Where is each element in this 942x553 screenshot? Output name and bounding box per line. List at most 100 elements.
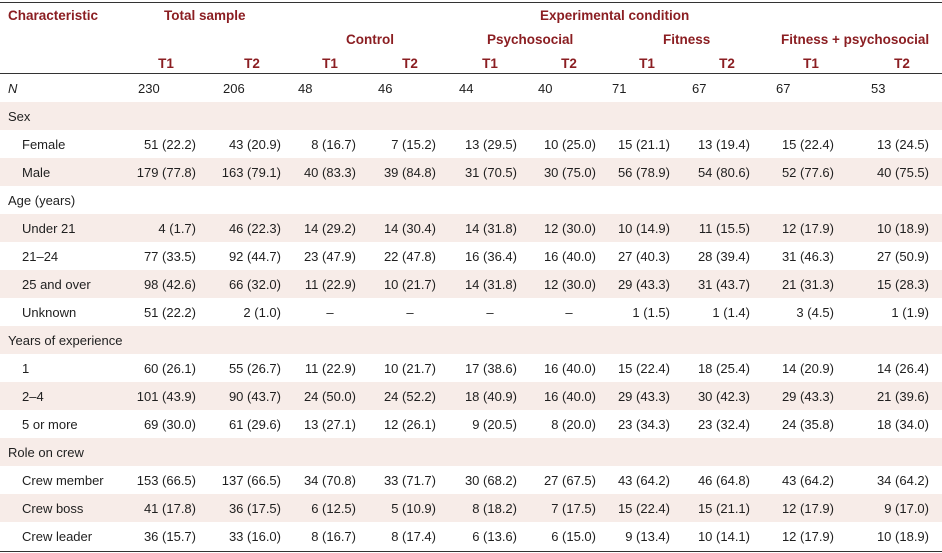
table-cell: 15 (22.4) — [781, 137, 834, 152]
section-heading: Sex — [8, 109, 31, 124]
section-heading: Role on crew — [8, 445, 84, 460]
table-cell: 3 (4.5) — [796, 305, 834, 320]
header-group-fitness: Fitness — [663, 32, 711, 47]
table-cell: 12 (17.9) — [781, 221, 834, 236]
table-cell: 30 (68.2) — [464, 473, 517, 488]
table-cell: 10 (25.0) — [543, 137, 596, 152]
header-characteristic: Characteristic — [8, 8, 99, 23]
table-cell: 43 (20.9) — [228, 137, 281, 152]
table-cell: 40 — [538, 81, 553, 96]
table-cell: 14 (31.8) — [464, 221, 517, 236]
table-cell: 61 (29.6) — [228, 417, 281, 432]
header-group-control: Control — [346, 32, 394, 47]
table-cell: 29 (43.3) — [781, 389, 834, 404]
table-cell: 4 (1.7) — [158, 221, 196, 236]
table-cell: 6 (13.6) — [472, 529, 517, 544]
table-cell: 10 (21.7) — [383, 361, 436, 376]
table-cell: 41 (17.8) — [143, 501, 196, 516]
table-cell: 36 (15.7) — [143, 529, 196, 544]
table-cell: 14 (31.8) — [464, 277, 517, 292]
header-time-t1: T1 — [803, 56, 819, 71]
row-label: Unknown — [22, 305, 77, 320]
table-cell: 13 (29.5) — [464, 137, 517, 152]
table-cell: 31 (70.5) — [464, 165, 517, 180]
table-cell: 12 (30.0) — [543, 221, 596, 236]
row-label: Male — [22, 165, 51, 180]
table-cell: 10 (18.9) — [876, 221, 929, 236]
table-cell: – — [406, 305, 414, 320]
row-band — [0, 158, 942, 186]
table-cell: 44 — [459, 81, 474, 96]
header-time-t1: T1 — [482, 56, 498, 71]
header-time-t2: T2 — [894, 56, 910, 71]
row-label: Crew member — [22, 473, 104, 488]
row-label: Under 21 — [22, 221, 76, 236]
table-cell: 137 (66.5) — [221, 473, 281, 488]
table-cell: 33 (71.7) — [383, 473, 436, 488]
table-cell: 10 (14.1) — [697, 529, 750, 544]
table-cell: 6 (12.5) — [311, 501, 356, 516]
table-cell: 15 (28.3) — [876, 277, 929, 292]
table-cell: 1 (1.5) — [632, 305, 670, 320]
table-cell: 11 (22.9) — [304, 277, 356, 292]
table-cell: 10 (21.7) — [383, 277, 436, 292]
table-cell: 8 (20.0) — [551, 417, 596, 432]
row-label: 21–24 — [22, 249, 59, 264]
table-cell: 55 (26.7) — [228, 361, 281, 376]
row-label: Female — [22, 137, 66, 152]
section-heading: Years of experience — [8, 333, 123, 348]
table-cell: 15 (22.4) — [617, 501, 670, 516]
header-rule — [0, 73, 942, 74]
table-cell: 10 (14.9) — [617, 221, 670, 236]
table-cell: 56 (78.9) — [617, 165, 670, 180]
table-cell: 8 (18.2) — [472, 501, 517, 516]
row-band — [0, 270, 942, 298]
table-cell: 16 (40.0) — [543, 361, 596, 376]
table-cell: 24 (35.8) — [781, 417, 834, 432]
table-cell: 67 — [692, 81, 707, 96]
table-cell: 52 (77.6) — [781, 165, 834, 180]
table-cell: 230 — [138, 81, 160, 96]
table-cell: 14 (29.2) — [303, 221, 356, 236]
table-cell: 27 (50.9) — [876, 249, 929, 264]
table-cell: 16 (40.0) — [543, 389, 596, 404]
table-cell: 7 (17.5) — [551, 501, 596, 516]
table-cell: 67 — [776, 81, 791, 96]
header-time-t1: T1 — [158, 56, 174, 71]
table-cell: 46 (64.8) — [697, 473, 750, 488]
table-cell: 18 (40.9) — [464, 389, 517, 404]
table-cell: 24 (52.2) — [383, 389, 436, 404]
header-total-sample: Total sample — [164, 8, 246, 23]
table-cell: 9 (17.0) — [884, 501, 929, 516]
table-cell: 11 (15.5) — [698, 221, 750, 236]
table-cell: 9 (20.5) — [472, 417, 517, 432]
table-cell: 27 (67.5) — [543, 473, 596, 488]
table-cell: 29 (43.3) — [617, 277, 670, 292]
table-cell: 1 (1.4) — [712, 305, 750, 320]
row-label: N — [8, 81, 18, 96]
table-cell: 2 (1.0) — [243, 305, 281, 320]
table-cell: 21 (39.6) — [876, 389, 929, 404]
table-cell: – — [565, 305, 573, 320]
table-cell: 29 (43.3) — [617, 389, 670, 404]
table-cell: 163 (79.1) — [221, 165, 281, 180]
row-band — [0, 102, 942, 130]
table-cell: 43 (64.2) — [781, 473, 834, 488]
table-cell: 15 (22.4) — [617, 361, 670, 376]
table-cell: 54 (80.6) — [697, 165, 750, 180]
table-cell: 13 (24.5) — [876, 137, 929, 152]
table-cell: – — [486, 305, 494, 320]
table-cell: 179 (77.8) — [136, 165, 196, 180]
table-cell: 34 (64.2) — [876, 473, 929, 488]
table-cell: 7 (15.2) — [391, 137, 436, 152]
header-group-fitness-psychosocial: Fitness + psychosocial — [781, 32, 930, 47]
header-time-t1: T1 — [639, 56, 655, 71]
row-label: 5 or more — [22, 417, 78, 432]
table-cell: 40 (83.3) — [303, 165, 356, 180]
section-heading: Age (years) — [8, 193, 76, 208]
table-cell: 21 (31.3) — [781, 277, 834, 292]
table-cell: 51 (22.2) — [143, 305, 196, 320]
table-cell: 69 (30.0) — [143, 417, 196, 432]
table-cell: 51 (22.2) — [143, 137, 196, 152]
